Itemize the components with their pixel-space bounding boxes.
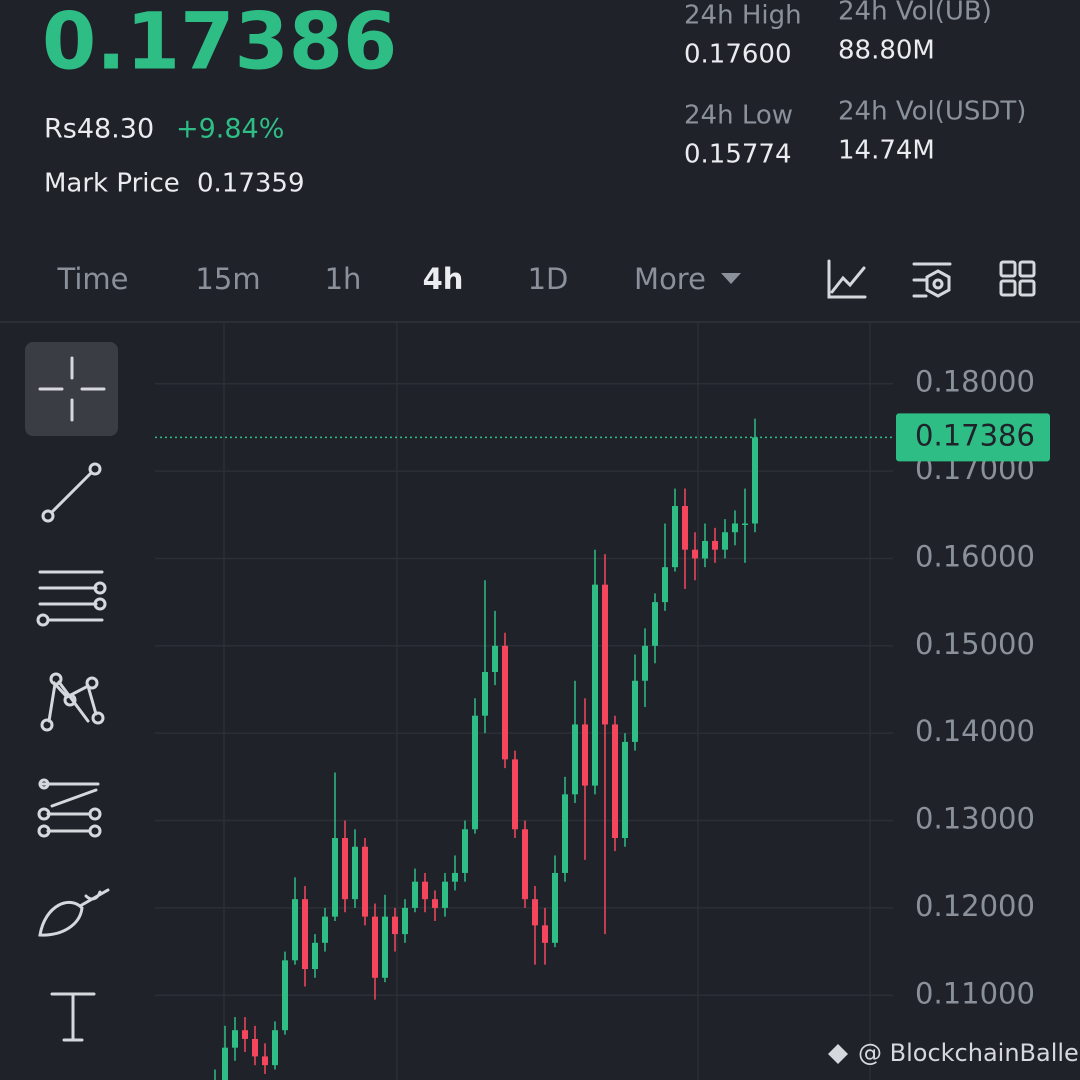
candle-body: [622, 741, 628, 839]
candle-body: [372, 916, 378, 978]
candle-body: [472, 715, 478, 830]
candle-body: [752, 437, 758, 524]
candle-body: [442, 881, 448, 908]
y-tick-label: 0.11000: [915, 976, 1035, 1010]
candle-body: [412, 881, 418, 908]
interval-tab[interactable]: Time: [57, 262, 129, 296]
candle-body: [322, 916, 328, 943]
mark-price-label: Mark Price: [44, 169, 180, 199]
interval-tab[interactable]: 4h: [423, 262, 464, 296]
interval-tab[interactable]: 1h: [325, 262, 362, 296]
candle-body: [612, 724, 618, 839]
candle-body: [282, 960, 288, 1031]
candle-body: [572, 724, 578, 795]
dropdown-arrow: [721, 273, 741, 284]
candle-body: [262, 1056, 268, 1066]
candle-body: [692, 549, 698, 559]
candle-body: [352, 846, 358, 900]
last-price-tag: [896, 413, 1050, 462]
watermark: @ BlockchainBaller: [858, 1039, 1080, 1067]
price: 0.17386: [42, 0, 397, 87]
candle-body: [512, 759, 518, 830]
candle-body: [742, 523, 748, 525]
candle-body: [402, 907, 408, 935]
stat-label: 24h Vol(UB): [838, 0, 992, 27]
candle-body: [582, 724, 588, 786]
stat-value: 0.17600: [684, 40, 792, 70]
candle-body: [312, 942, 318, 970]
candle-body: [332, 838, 338, 917]
candle-body: [392, 916, 398, 935]
stat-value: 88.80M: [838, 36, 935, 66]
candle-body: [552, 872, 558, 943]
layout-icon[interactable]: [999, 260, 1036, 297]
candle-body: [342, 838, 348, 900]
indicator-icon[interactable]: [827, 259, 867, 299]
candle-body: [482, 672, 488, 716]
candle-body: [302, 899, 308, 970]
brush-tool[interactable]: [38, 888, 110, 937]
candle-body: [432, 899, 438, 908]
settings-icon[interactable]: [912, 262, 952, 298]
candle-body: [522, 829, 528, 900]
candle-body: [222, 1047, 228, 1080]
candle-body: [252, 1038, 258, 1057]
y-tick-label: 0.13000: [915, 802, 1035, 836]
pattern-tool[interactable]: [40, 672, 105, 732]
candle-body: [722, 532, 728, 550]
text-tool[interactable]: [50, 992, 96, 1042]
crosshair-tool[interactable]: [25, 342, 118, 436]
candle-body: [662, 567, 668, 603]
stat-label: 24h Vol(USDT): [838, 97, 1026, 127]
candle-body: [502, 645, 508, 760]
y-tick-label: 0.16000: [915, 539, 1035, 573]
crosshair-icon: [38, 356, 106, 422]
candle-body: [542, 925, 548, 943]
candle-body: [272, 1030, 278, 1066]
candle-body: [462, 829, 468, 873]
local-price: Rs48.30: [44, 114, 154, 145]
candle-body: [532, 899, 538, 926]
y-tick-label: 0.12000: [915, 889, 1035, 923]
y-tick-label: 0.14000: [915, 714, 1035, 748]
lines-tool[interactable]: [36, 570, 107, 627]
candle-body: [592, 584, 598, 786]
y-tick-label: 0.15000: [915, 627, 1035, 661]
interval-tabs: Time 15m 1h 4h 1D More: [57, 262, 706, 296]
fib-tool[interactable]: [37, 778, 102, 838]
stat-label: 24h Low: [684, 101, 793, 131]
stat-label: 24h High: [684, 1, 802, 31]
watermark-logo: [828, 1044, 848, 1064]
candle-body: [732, 523, 738, 533]
candle-body: [562, 794, 568, 873]
candle-body: [702, 540, 708, 559]
interval-tab[interactable]: 15m: [195, 262, 260, 296]
candle-body: [632, 680, 638, 742]
candle-body: [232, 1030, 238, 1048]
candle-body: [492, 645, 498, 673]
y-tick-label: 0.18000: [915, 365, 1035, 399]
last-price-label: 0.17386: [915, 418, 1035, 452]
time-grid: [223, 323, 871, 1080]
interval-tab[interactable]: 1D: [528, 262, 569, 296]
candle-body: [382, 916, 388, 978]
candle-body: [422, 881, 428, 900]
trendline-tool[interactable]: [41, 462, 102, 523]
candle-body: [652, 602, 658, 646]
mark-price: 0.17359: [197, 169, 305, 199]
stat-value: 0.15774: [684, 140, 792, 170]
candle-body: [672, 506, 678, 568]
interval-tab[interactable]: More: [634, 262, 706, 296]
stat-value: 14.74M: [838, 136, 935, 166]
candle-body: [712, 540, 718, 550]
candle-body: [292, 899, 298, 961]
candle-body: [242, 1030, 248, 1039]
candle-body: [642, 645, 648, 681]
candle-body: [682, 506, 688, 550]
candle-body: [452, 872, 458, 882]
candle-body: [362, 846, 368, 917]
candle-body: [602, 584, 608, 725]
change: +9.84%: [176, 114, 284, 145]
